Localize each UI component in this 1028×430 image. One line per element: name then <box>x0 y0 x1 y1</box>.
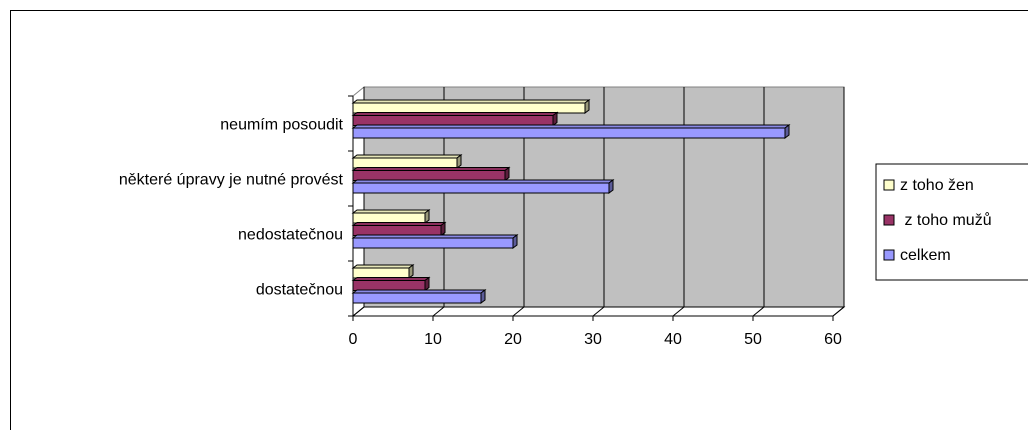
floor-gridline-60 <box>832 306 845 317</box>
legend-swatch <box>883 214 895 226</box>
bar-front <box>352 280 426 291</box>
y-axis: dostatečnou nedostatečnou některé úpravy j… <box>119 95 354 317</box>
bar-end <box>424 276 430 292</box>
legend-item: celkem <box>883 247 951 264</box>
bar-end <box>456 154 462 169</box>
legend-label: z toho mužů <box>900 211 992 229</box>
bar-z-toho-mužů-0 <box>351 276 431 292</box>
legend-label: celkem <box>900 247 951 264</box>
bar-front <box>352 225 442 236</box>
category-label: nedostatečnou <box>238 227 343 244</box>
bar-front <box>352 267 410 279</box>
floor-gridline-10 <box>432 306 445 317</box>
bar-end <box>552 111 558 127</box>
bar-z-toho-mužů-3 <box>351 111 559 127</box>
x-tick-label: 40 <box>664 331 682 348</box>
floor-gridline-30 <box>592 306 605 317</box>
bar-end <box>424 209 430 224</box>
bar-front <box>352 237 514 249</box>
bars <box>351 99 791 304</box>
x-tick-label: 20 <box>504 331 522 348</box>
bar-z-toho-žen-1 <box>351 209 431 224</box>
x-tick-label: 30 <box>584 331 602 348</box>
bar-end <box>440 221 446 237</box>
bar-z-toho-mužů-1 <box>351 221 447 237</box>
chart-frame <box>10 10 1028 430</box>
bar-celkem-0 <box>351 289 487 304</box>
bar-z-toho-žen-3 <box>351 99 591 114</box>
category-label: neumím posoudit <box>220 117 343 134</box>
legend-box <box>875 163 1028 281</box>
x-tick-label: 50 <box>744 331 762 348</box>
bar-front <box>352 127 786 139</box>
category-label: dostatečnou <box>256 282 343 299</box>
legend-item: z toho mužů <box>883 211 992 229</box>
bar-celkem-1 <box>351 234 519 249</box>
bar-end <box>408 264 414 279</box>
floor-gridline-50 <box>752 306 765 317</box>
bar-end <box>784 124 790 139</box>
x-axis: 0 10 20 30 40 50 60 <box>349 315 842 348</box>
bar-front <box>352 157 458 169</box>
bar-z-toho-žen-0 <box>351 264 415 279</box>
x-tick-label: 0 <box>349 331 358 348</box>
bar-front <box>352 102 586 114</box>
bar-end <box>512 234 518 249</box>
legend: z toho žen z toho mužů celkem <box>875 163 1028 281</box>
legend-swatch <box>883 249 895 261</box>
bar-z-toho-žen-2 <box>351 154 463 169</box>
bar-celkem-3 <box>351 124 791 139</box>
legend-item: z toho žen <box>883 177 974 194</box>
floor-gridline-40 <box>672 306 685 317</box>
bar-front <box>352 182 610 194</box>
x-tick-label: 10 <box>424 331 442 348</box>
floor-gridline-20 <box>512 306 525 317</box>
category-label: některé úpravy je nutné provést <box>119 172 344 189</box>
bar-end <box>608 179 614 194</box>
floor-gridline-0 <box>352 306 365 317</box>
bar-end <box>584 99 590 114</box>
legend-label: z toho žen <box>900 177 974 194</box>
bar-front <box>352 115 554 126</box>
bar-end <box>504 166 510 182</box>
bar-front <box>352 170 506 181</box>
bar-z-toho-mužů-2 <box>351 166 511 182</box>
bar-front <box>352 292 482 304</box>
bar-end <box>480 289 486 304</box>
x-tick-label: 60 <box>824 331 842 348</box>
bar-front <box>352 212 426 224</box>
legend-swatch <box>883 179 895 191</box>
bar-celkem-2 <box>351 179 615 194</box>
